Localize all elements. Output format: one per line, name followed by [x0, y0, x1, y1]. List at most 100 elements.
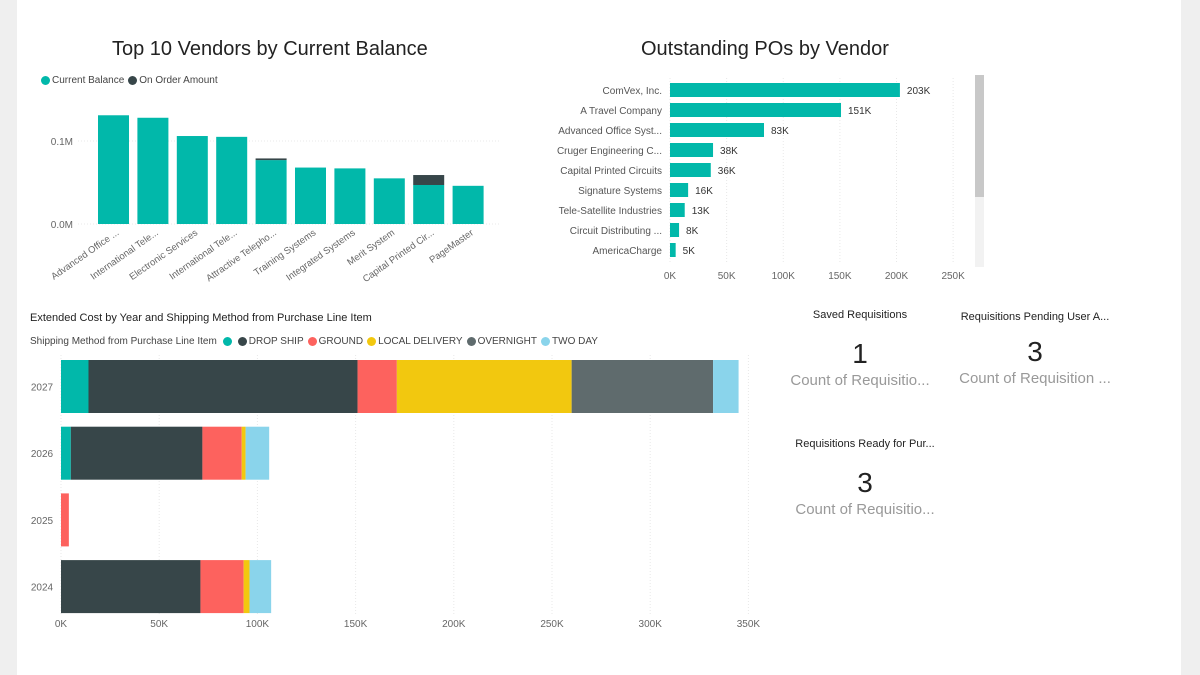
bar-segment-drop-ship [88, 360, 358, 413]
bar-segment-two-day [245, 426, 270, 480]
x-tick-label: Capital Printed Cir... [361, 227, 437, 284]
bar-on-order [255, 158, 287, 161]
data-label: 13K [692, 206, 710, 217]
bar-on-order [413, 175, 445, 185]
bar-current-balance [373, 178, 405, 224]
y-tick-label: 2025 [31, 516, 54, 527]
x-tick-label: 200K [442, 619, 466, 630]
legend-dot [367, 337, 377, 346]
legend-dot [237, 337, 247, 346]
bar [670, 143, 714, 157]
bar [670, 183, 689, 197]
x-tick-label: 50K [718, 271, 736, 282]
bar [670, 163, 711, 177]
x-tick-label: 250K [540, 619, 564, 630]
y-tick-label: Signature Systems [578, 186, 662, 197]
bar-segment-two-day [249, 560, 272, 614]
bar-segment-blank [61, 426, 71, 480]
legend-item-local-delivery[interactable]: LOCAL DELIVERY [367, 336, 463, 347]
legend-item-drop-ship[interactable]: DROP SHIP [237, 336, 304, 347]
x-tick-label: 250K [941, 271, 965, 282]
legend-dot [307, 337, 317, 346]
card-value: 1 [852, 338, 868, 369]
y-tick-label: 2026 [31, 449, 54, 460]
bar-segment-ground [202, 426, 242, 480]
pending-requisitions-card[interactable]: Requisitions Pending User A... 3 Count o… [935, 305, 1135, 415]
legend-item-blank[interactable] [222, 337, 234, 346]
scrollbar-thumb[interactable] [975, 75, 984, 197]
y-tick-label: 0.1M [51, 137, 73, 148]
bar-current-balance [295, 167, 326, 224]
card-title: Saved Requisitions [812, 309, 908, 321]
bar-segment-two-day [713, 360, 739, 413]
extended-cost-chart: 0K 50K 100K 150K 200K 250K 300K 350K 2027 2026 202… [31, 355, 761, 630]
x-tick-label: International Tele... [167, 227, 239, 282]
legend-label: LOCAL DELIVERY [378, 336, 463, 347]
data-label: 83K [771, 126, 789, 137]
card-value: 3 [857, 467, 873, 498]
legend-item-current-balance[interactable]: Current Balance [41, 75, 124, 86]
bar-segment-ground [200, 560, 244, 614]
bar-segment-ground [61, 493, 69, 547]
extended-cost-title: Extended Cost by Year and Shipping Metho… [30, 312, 372, 324]
legend-dot [541, 337, 551, 346]
data-label: 38K [720, 146, 738, 157]
ready-requisitions-card[interactable]: Requisitions Ready for Pur... 3 Count of… [765, 434, 965, 544]
data-label: 36K [718, 166, 736, 177]
saved-requisitions-card[interactable]: Saved Requisitions 1 Count of Requisitio… [760, 305, 960, 415]
card-label: Count of Requisition ... [959, 370, 1111, 387]
x-tick-label: International Tele... [89, 227, 161, 282]
x-tick-label: 200K [885, 271, 909, 282]
outstanding-pos-chart: 0K 50K 100K 150K 200K 250K ComVex, Inc. 203K A T… [557, 78, 965, 282]
x-tick-label: 0K [664, 271, 677, 282]
y-tick-label: AmericaCharge [593, 246, 663, 257]
legend-label: TWO DAY [552, 336, 598, 347]
legend-dot [222, 337, 232, 346]
bar-segment-local-delivery [243, 560, 250, 614]
legend-dot [128, 76, 138, 85]
legend-item-on-order[interactable]: On Order Amount [128, 75, 218, 86]
x-tick-label: 350K [737, 619, 761, 630]
data-label: 203K [907, 86, 931, 97]
legend-label: DROP SHIP [248, 336, 304, 347]
bar-current-balance [452, 185, 484, 224]
bar [670, 123, 764, 137]
y-tick-label: 0.0M [51, 220, 73, 231]
y-tick-label: Cruger Engineering C... [557, 146, 662, 157]
bar [670, 103, 842, 117]
x-tick-label: 300K [639, 619, 663, 630]
bar-segment-overnight [571, 360, 714, 413]
data-label: 16K [695, 186, 713, 197]
legend-item-ground[interactable]: GROUND [307, 336, 364, 347]
legend-item-two-day[interactable]: TWO DAY [541, 336, 598, 347]
legend-item-overnight[interactable]: OVERNIGHT [466, 336, 537, 347]
legend-dot [41, 76, 50, 85]
card-label: Count of Requisitio... [790, 372, 930, 389]
y-tick-label: Circuit Distributing ... [570, 226, 662, 237]
outstanding-pos-title: Outstanding POs by Vendor [641, 38, 889, 60]
bar-segment-blank [61, 360, 89, 413]
bar-segment-local-delivery [396, 360, 572, 413]
y-tick-label: ComVex, Inc. [603, 86, 662, 97]
y-tick-label: Tele-Satellite Industries [559, 206, 662, 217]
bar [670, 203, 685, 217]
x-tick-label: 0K [55, 619, 68, 630]
legend-label: GROUND [318, 336, 364, 347]
card-value: 3 [1027, 336, 1043, 367]
data-label: 8K [686, 226, 699, 237]
x-tick-label: 50K [150, 619, 168, 630]
card-title: Requisitions Pending User A... [960, 311, 1110, 323]
extended-cost-legend: Shipping Method from Purchase Line Item … [30, 336, 602, 347]
y-tick-label: 2024 [31, 583, 54, 594]
legend-label: On Order Amount [139, 75, 218, 86]
bar-current-balance [98, 115, 129, 224]
x-tick-label: 100K [772, 271, 796, 282]
y-tick-label: A Travel Company [580, 106, 662, 117]
bar-segment-drop-ship [61, 560, 201, 614]
bar-segment-local-delivery [241, 426, 246, 480]
card-label: Count of Requisitio... [795, 501, 935, 518]
x-tick-label: PageMaster [428, 227, 476, 265]
x-tick-label: 100K [246, 619, 270, 630]
outstanding-pos-scrollbar[interactable] [975, 75, 984, 267]
bar-segment-ground [357, 360, 397, 413]
